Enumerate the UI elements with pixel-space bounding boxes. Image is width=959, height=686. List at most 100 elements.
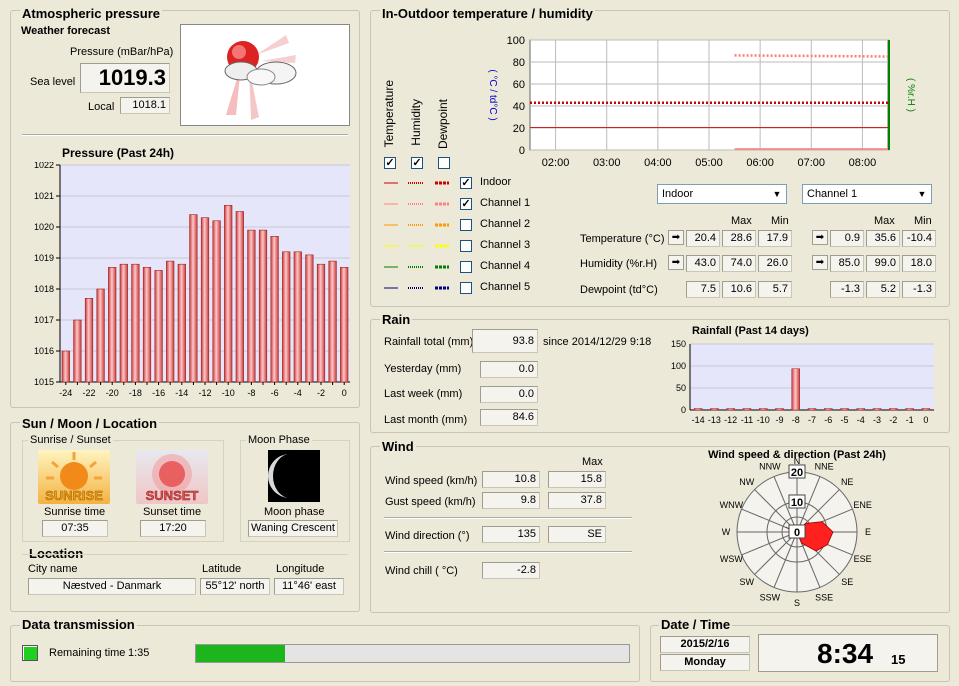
y-tick-label: 100 bbox=[507, 35, 525, 47]
pressure-bar bbox=[142, 267, 152, 383]
sunset-time-label: Sunset time bbox=[143, 506, 202, 518]
sunset-image: SUNSET bbox=[136, 450, 208, 504]
location-title: Location bbox=[29, 546, 84, 561]
moon-phase-value: Waning Crescent bbox=[248, 520, 338, 537]
x-tick-label: -22 bbox=[82, 388, 95, 398]
x-tick-label: -14 bbox=[692, 415, 705, 425]
wind-spoke bbox=[796, 476, 821, 533]
pressure-bar bbox=[282, 251, 291, 383]
rainfall-total-value: 93.8 bbox=[472, 329, 538, 353]
left-temp-min: 17.9 bbox=[758, 230, 792, 247]
moon-image bbox=[268, 450, 320, 502]
dewpoint-column-checkbox[interactable] bbox=[438, 157, 450, 169]
rainfall-bar bbox=[791, 368, 800, 411]
y-tick-label: 150 bbox=[671, 339, 686, 349]
humidity-column-checkbox[interactable]: ✓ bbox=[411, 157, 423, 169]
weather-forecast-label: Weather forecast bbox=[21, 25, 111, 37]
right-hum-min: 18.0 bbox=[902, 255, 936, 272]
channel-checkbox[interactable]: ✓ bbox=[460, 177, 472, 189]
transmission-panel-title: Data transmission bbox=[20, 617, 137, 632]
wind-chart-title: Wind speed & direction (Past 24h) bbox=[708, 449, 886, 461]
y-tick-label: 1020 bbox=[34, 222, 54, 232]
x-tick-label: -12 bbox=[198, 388, 211, 398]
channel-checkbox[interactable]: ✓ bbox=[460, 198, 472, 210]
wind-direction-label: ESE bbox=[854, 554, 872, 564]
x-tick-label: -6 bbox=[271, 388, 279, 398]
temperature-chart: 0 20 40 60 80 100 02:00 03:00 04:00 05:00 06:00 07:… bbox=[487, 35, 916, 169]
rainfall-chart-title: Rainfall (Past 14 days) bbox=[692, 325, 809, 337]
sunset-time-value: 17:20 bbox=[140, 520, 206, 537]
wind-direction-label: SW bbox=[740, 577, 755, 587]
x-tick-label: 04:00 bbox=[644, 157, 672, 169]
left-channel-select[interactable]: Indoor ▼ bbox=[657, 184, 787, 204]
remaining-time-value: 1:35 bbox=[128, 647, 150, 659]
wind-direction-label: E bbox=[865, 527, 871, 537]
channel-checkbox[interactable] bbox=[460, 282, 472, 294]
channel-line-samples bbox=[384, 265, 449, 269]
pressure-bar bbox=[166, 260, 175, 383]
x-tick-label: 02:00 bbox=[542, 157, 570, 169]
rainfall-bar bbox=[742, 408, 752, 411]
left-hum-min: 26.0 bbox=[758, 255, 792, 272]
wind-spoke bbox=[773, 476, 798, 533]
pressure-bar bbox=[247, 229, 256, 383]
right-axis-label: ( %r.H ) bbox=[905, 78, 916, 112]
local-label: Local bbox=[88, 101, 115, 113]
right-max-label: Max bbox=[874, 215, 895, 227]
x-tick-label: 03:00 bbox=[593, 157, 621, 169]
channel-label: Channel 2 bbox=[480, 218, 531, 230]
date-value: 2015/2/16 bbox=[660, 636, 750, 653]
right-dew-max: 5.2 bbox=[866, 281, 900, 298]
channel-label: Channel 3 bbox=[480, 239, 531, 251]
channel-checkbox[interactable] bbox=[460, 240, 472, 252]
yesterday-label: Yesterday (mm) bbox=[384, 363, 462, 375]
y-tick-label: 1016 bbox=[34, 346, 54, 356]
right-channel-select[interactable]: Channel 1 ▼ bbox=[802, 184, 932, 204]
pressure-unit-label: Pressure (mBar/hPa) bbox=[70, 46, 174, 58]
pressure-bar bbox=[200, 217, 210, 383]
pressure-bar bbox=[119, 263, 128, 383]
channel-label: Channel 1 bbox=[480, 197, 531, 209]
left-max-label: Max bbox=[731, 215, 752, 227]
x-tick-label: -2 bbox=[317, 388, 325, 398]
temperature-column-label: Temperature bbox=[382, 80, 396, 148]
clock-time: 8:34 bbox=[817, 638, 874, 669]
wind-max-label: Max bbox=[582, 456, 603, 468]
chevron-down-icon[interactable]: ▼ bbox=[917, 189, 927, 199]
last-month-label: Last month (mm) bbox=[384, 414, 468, 426]
x-tick-label: -9 bbox=[775, 415, 783, 425]
wind-direction-label: NW bbox=[739, 477, 754, 487]
right-hum-value: 85.0 bbox=[830, 255, 864, 272]
rainfall-bar bbox=[856, 408, 866, 411]
y-tick-label: 80 bbox=[513, 57, 525, 69]
datetime-panel-title: Date / Time bbox=[659, 617, 733, 632]
pressure-chart-title: Pressure (Past 24h) bbox=[62, 146, 175, 160]
wind-spoke bbox=[773, 531, 798, 588]
wind-speed-label: Wind speed (km/h) bbox=[385, 475, 478, 487]
y-tick-label: 1021 bbox=[34, 191, 54, 201]
temperature-label: Temperature (°C) bbox=[580, 233, 665, 245]
wind-direction-label: ENE bbox=[853, 500, 872, 510]
x-tick-label: -8 bbox=[247, 388, 255, 398]
y-tick-label: 1022 bbox=[34, 162, 54, 170]
sea-level-label: Sea level bbox=[30, 76, 76, 88]
channel-checkbox[interactable] bbox=[460, 261, 472, 273]
wind-speed-value: 10.8 bbox=[482, 471, 540, 488]
moon-phase-icon bbox=[268, 454, 290, 498]
y-tick-label: 0 bbox=[681, 405, 686, 415]
left-axis-label: ( °C / td°C ) bbox=[487, 69, 498, 120]
channel-checkbox[interactable] bbox=[460, 219, 472, 231]
clock-display: 8:34 15 bbox=[758, 634, 938, 672]
y-tick-label: 1015 bbox=[34, 377, 54, 387]
x-tick-label: -12 bbox=[724, 415, 737, 425]
channel-label: Channel 4 bbox=[480, 260, 531, 272]
chevron-down-icon[interactable]: ▼ bbox=[772, 189, 782, 199]
channel-line-samples bbox=[384, 286, 449, 290]
right-min-label: Min bbox=[914, 215, 932, 227]
pressure-bar bbox=[293, 251, 302, 383]
right-hum-trend-icon: ➡ bbox=[812, 255, 828, 270]
right-dew-value: -1.3 bbox=[830, 281, 864, 298]
sunrise-image: SUNRISE bbox=[38, 450, 110, 504]
x-tick-label: 08:00 bbox=[849, 157, 877, 169]
temperature-column-checkbox[interactable]: ✓ bbox=[384, 157, 396, 169]
